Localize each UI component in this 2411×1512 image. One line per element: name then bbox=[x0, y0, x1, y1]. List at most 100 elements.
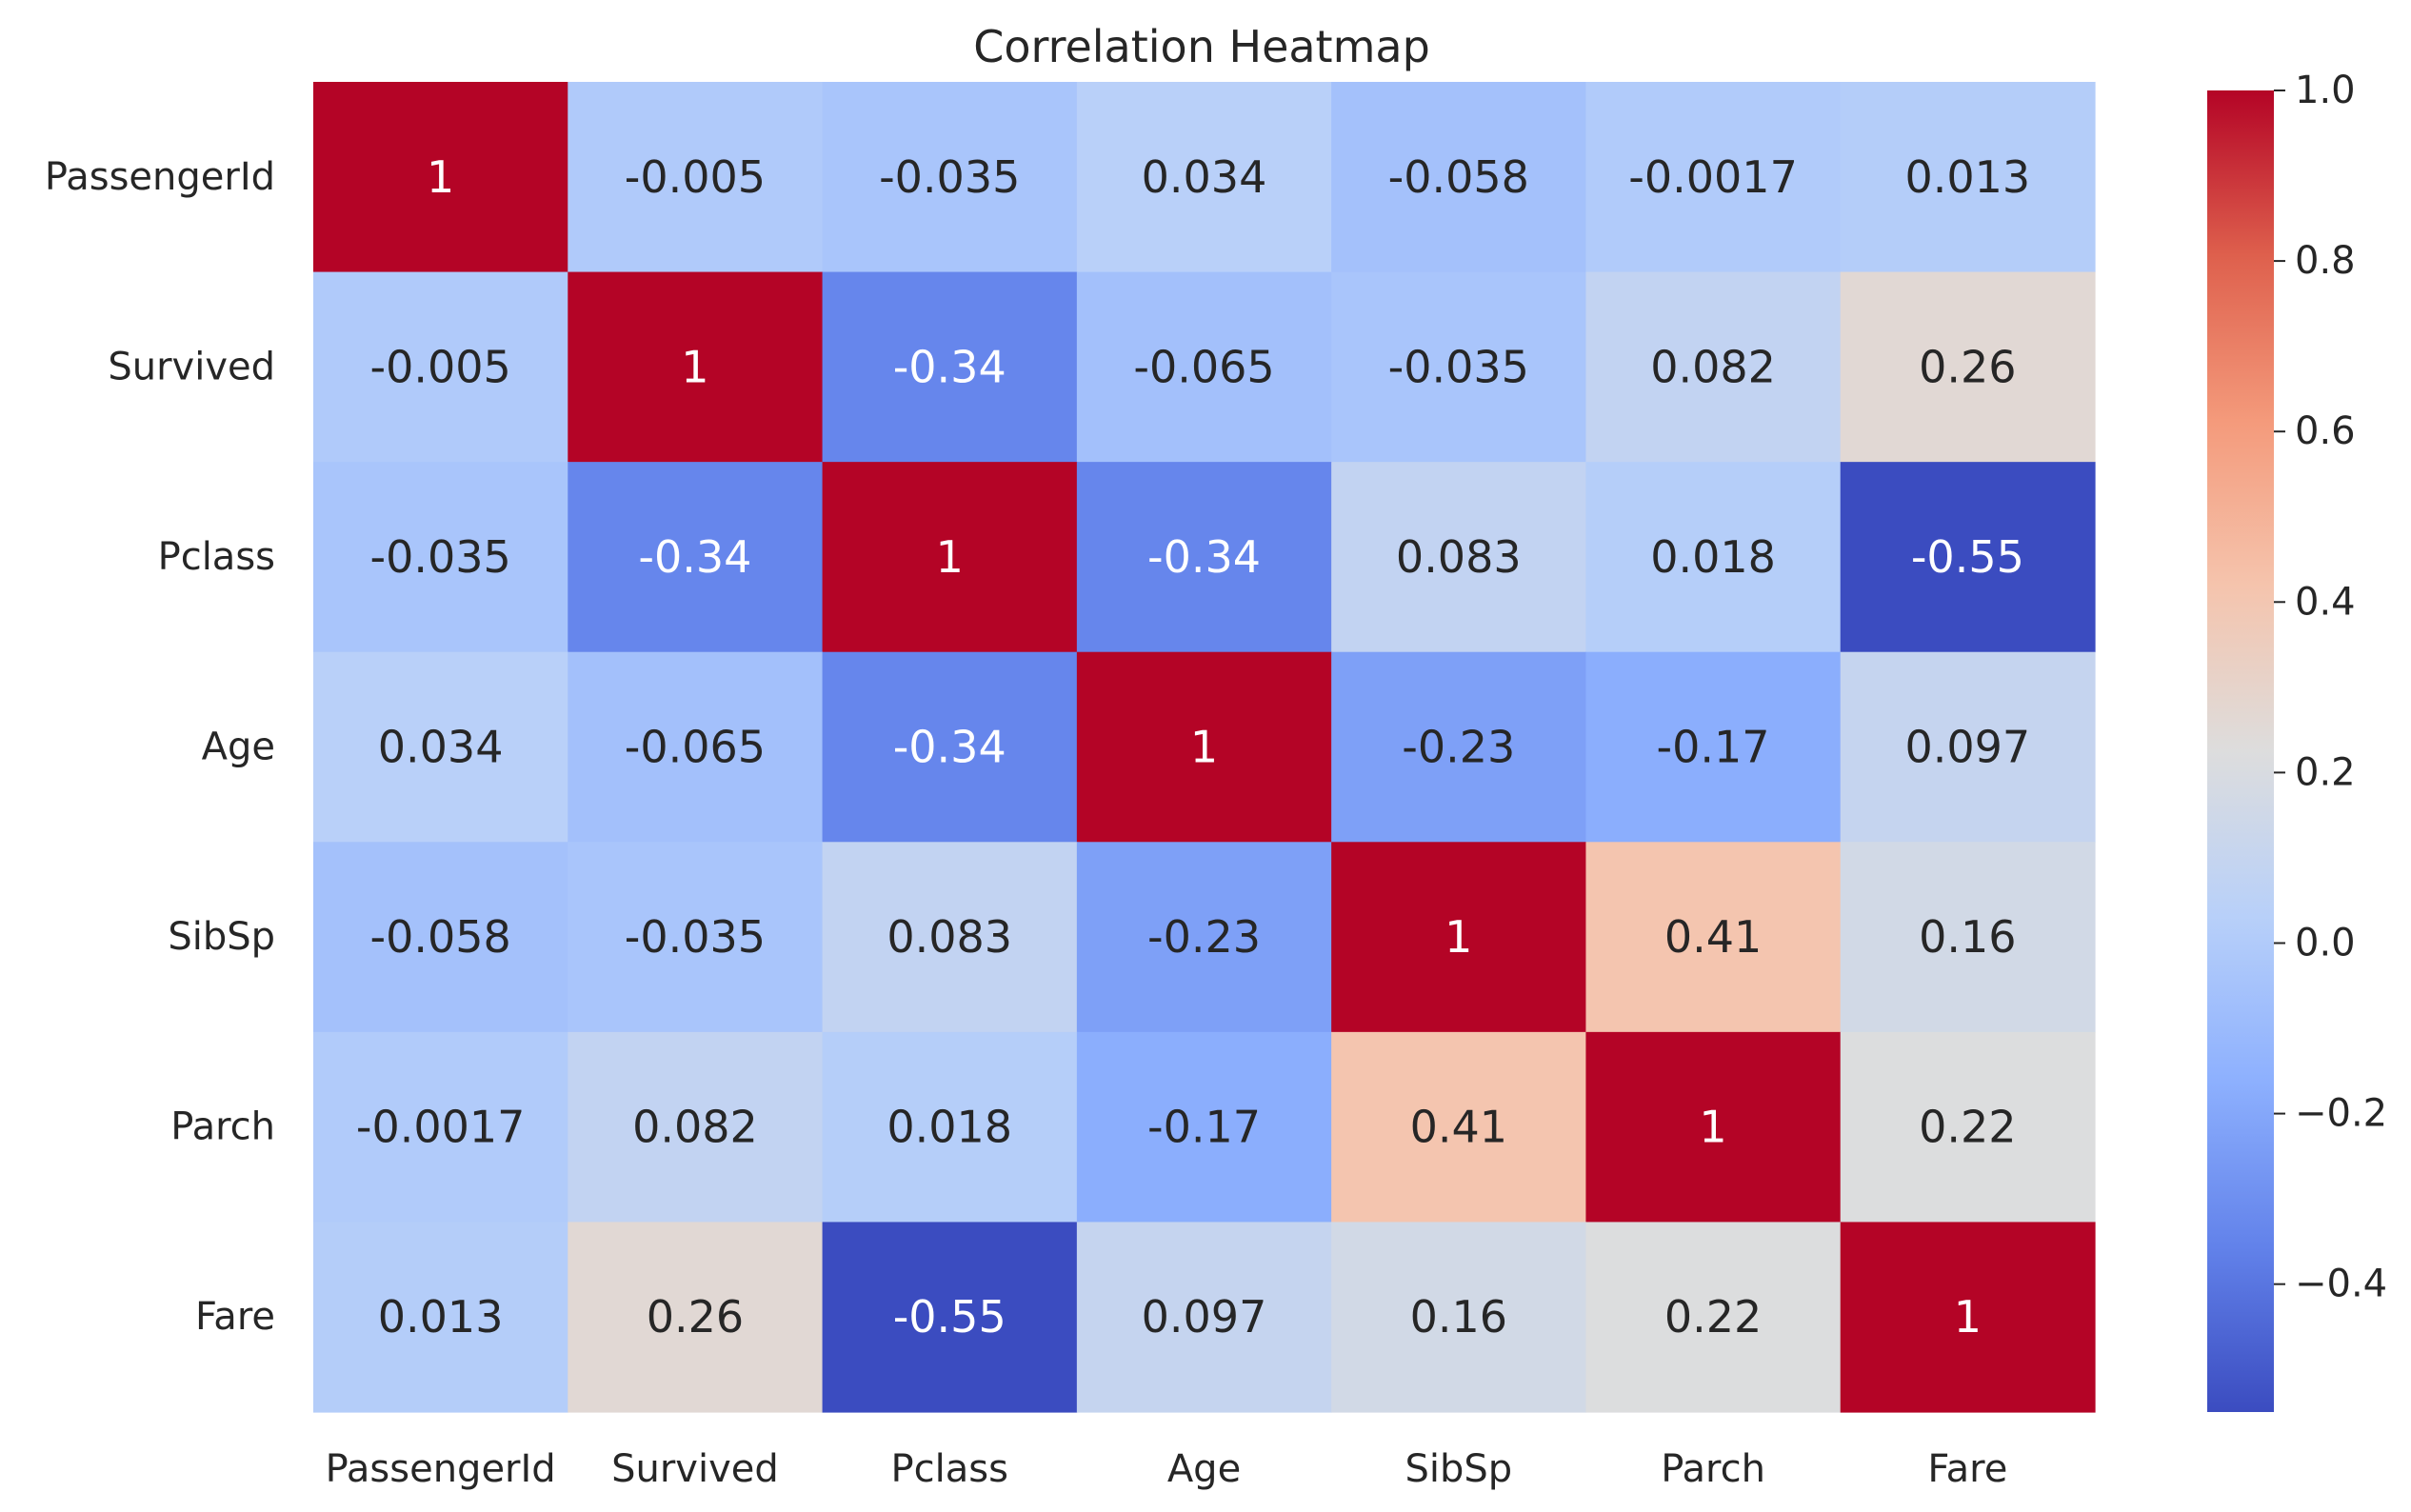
heatmap-cell bbox=[568, 462, 824, 653]
heatmap-cell-label: 0.083 bbox=[887, 911, 1012, 963]
heatmap-cell-label: 0.26 bbox=[647, 1291, 744, 1343]
x-tick-label: PassengerId bbox=[326, 1447, 556, 1491]
heatmap-cell bbox=[1840, 651, 2096, 843]
y-tick-label: Parch bbox=[170, 1105, 275, 1149]
x-tick-label: Pclass bbox=[891, 1447, 1008, 1491]
x-tick-label: SibSp bbox=[1405, 1447, 1512, 1491]
heatmap-cells bbox=[313, 82, 2096, 1413]
heatmap-cell bbox=[1076, 271, 1332, 463]
heatmap-cell-label: 0.097 bbox=[1142, 1291, 1267, 1343]
heatmap-cell-label: 0.013 bbox=[1905, 151, 2031, 203]
heatmap-cell bbox=[822, 1031, 1078, 1224]
heatmap-cell-label: 0.034 bbox=[1142, 151, 1267, 203]
heatmap-cell-label: 1 bbox=[1445, 911, 1472, 963]
heatmap-cell bbox=[1585, 651, 1842, 843]
heatmap-cell-label: 0.082 bbox=[632, 1102, 758, 1153]
heatmap-cell-label: 1 bbox=[1190, 722, 1218, 773]
heatmap-cell bbox=[1840, 271, 2096, 463]
heatmap-cell-label: 0.41 bbox=[1664, 911, 1762, 963]
heatmap-cell bbox=[1840, 1222, 2096, 1413]
heatmap-cell bbox=[822, 842, 1078, 1033]
heatmap-cell bbox=[1331, 842, 1587, 1033]
heatmap-cell-label: 0.22 bbox=[1664, 1291, 1762, 1343]
heatmap-cell bbox=[822, 1222, 1078, 1413]
heatmap-cell bbox=[1076, 82, 1332, 273]
heatmap-cell bbox=[313, 1222, 568, 1413]
colorbar-tick-label: −0.2 bbox=[2295, 1092, 2387, 1136]
y-tick-label: PassengerId bbox=[45, 155, 275, 199]
heatmap-cell-label: -0.34 bbox=[1147, 531, 1261, 583]
heatmap-cell-label: 1 bbox=[1699, 1102, 1726, 1153]
heatmap-cell-label: -0.005 bbox=[369, 341, 510, 392]
colorbar-tick-label: 0.0 bbox=[2295, 921, 2356, 965]
heatmap-cell bbox=[313, 842, 568, 1033]
x-tick-label: Fare bbox=[1927, 1447, 2007, 1491]
heatmap-cell-label: 0.034 bbox=[378, 722, 504, 773]
chart-title: Correlation Heatmap bbox=[973, 21, 1430, 72]
heatmap-cell bbox=[822, 82, 1078, 273]
heatmap-cell bbox=[568, 82, 824, 273]
heatmap-cell-label: -0.0017 bbox=[356, 1102, 526, 1153]
heatmap-cell-label: 1 bbox=[936, 531, 964, 583]
heatmap-cell-label: 0.26 bbox=[1919, 341, 2016, 392]
x-tick-label: Survived bbox=[611, 1447, 779, 1491]
heatmap-cell bbox=[1840, 462, 2096, 653]
heatmap-cell bbox=[1076, 651, 1332, 843]
heatmap-cell bbox=[1331, 1031, 1587, 1224]
heatmap-cell-label: -0.035 bbox=[1388, 341, 1529, 392]
heatmap-cell bbox=[568, 271, 824, 463]
heatmap-cell bbox=[1076, 1031, 1332, 1224]
heatmap-cell bbox=[1585, 462, 1842, 653]
colorbar-tick-label: 1.0 bbox=[2295, 69, 2356, 112]
x-tick-label: Parch bbox=[1661, 1447, 1765, 1491]
colorbar-tick-label: 0.4 bbox=[2295, 580, 2356, 624]
heatmap-cell-label: 1 bbox=[681, 341, 708, 392]
heatmap-cell-label: -0.065 bbox=[1133, 341, 1274, 392]
colorbar-tick-label: 0.6 bbox=[2295, 409, 2356, 453]
colorbar bbox=[2207, 90, 2274, 1412]
heatmap-cell bbox=[313, 271, 568, 463]
heatmap-cell bbox=[568, 651, 824, 843]
heatmap-cell-label: 0.16 bbox=[1410, 1291, 1507, 1343]
heatmap-cell-label: -0.035 bbox=[625, 911, 766, 963]
heatmap-cell-label: -0.23 bbox=[1147, 911, 1261, 963]
heatmap-cell bbox=[568, 1222, 824, 1413]
heatmap-cell-label: 0.41 bbox=[1410, 1102, 1507, 1153]
heatmap-cell-label: -0.058 bbox=[1388, 151, 1529, 203]
heatmap-cell-label: -0.065 bbox=[625, 722, 766, 773]
heatmap-cell bbox=[313, 1031, 568, 1224]
heatmap-cell-label: 0.082 bbox=[1650, 341, 1776, 392]
heatmap-cell-label: 0.018 bbox=[1650, 531, 1776, 583]
x-axis-tick-labels: PassengerId Survived Pclass Age SibSp Parch Fa… bbox=[326, 1447, 2008, 1491]
heatmap-cell-label: -0.17 bbox=[1147, 1102, 1261, 1153]
heatmap-cell-label: 1 bbox=[427, 151, 454, 203]
heatmap-cell bbox=[1331, 651, 1587, 843]
heatmap-cell-label: 0.018 bbox=[887, 1102, 1012, 1153]
y-axis-tick-labels: PassengerId Survived Pclass Age SibSp Parch Fa… bbox=[45, 155, 275, 1339]
heatmap-cell bbox=[1585, 271, 1842, 463]
heatmap-cell-label: -0.035 bbox=[879, 151, 1020, 203]
heatmap-cell bbox=[1076, 842, 1332, 1033]
heatmap-cell-label: -0.058 bbox=[369, 911, 510, 963]
heatmap-cell-label: -0.34 bbox=[638, 531, 751, 583]
y-tick-label: Age bbox=[202, 726, 275, 769]
heatmap-cell bbox=[1076, 462, 1332, 653]
heatmap-cell-label: 0.22 bbox=[1919, 1102, 2016, 1153]
heatmap-cell-label: -0.035 bbox=[369, 531, 510, 583]
heatmap-cell-label: -0.17 bbox=[1657, 722, 1770, 773]
heatmap-cell bbox=[313, 82, 568, 273]
heatmap-cell bbox=[1076, 1222, 1332, 1413]
y-tick-label: Fare bbox=[195, 1295, 275, 1339]
heatmap-cell-label: 0.097 bbox=[1905, 722, 2031, 773]
heatmap-cell-label: -0.005 bbox=[625, 151, 766, 203]
heatmap-cell-labels: 1 -0.005 -0.035 0.034 -0.058 -0.0017 0.013 -0.0… bbox=[356, 151, 2030, 1343]
heatmap-cell-label: -0.55 bbox=[1911, 531, 2024, 583]
heatmap-cell bbox=[1585, 842, 1842, 1033]
heatmap-cell-label: 1 bbox=[1954, 1291, 1982, 1343]
heatmap-cell bbox=[822, 462, 1078, 653]
heatmap-cell bbox=[1331, 271, 1587, 463]
heatmap-cell bbox=[1331, 462, 1587, 653]
heatmap-cell-label: -0.55 bbox=[893, 1291, 1006, 1343]
heatmap-cell-label: 0.013 bbox=[378, 1291, 504, 1343]
